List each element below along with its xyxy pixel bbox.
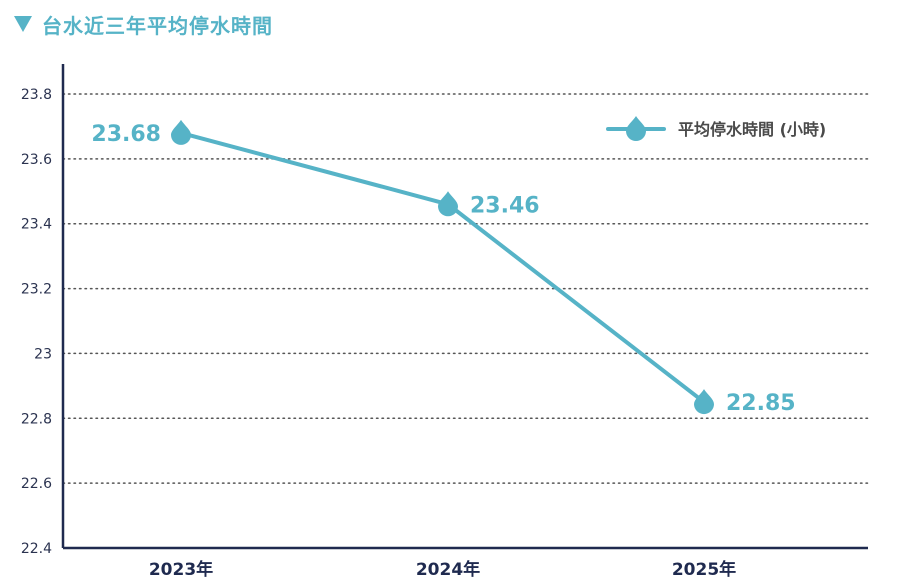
water-drop-marker (171, 119, 191, 145)
data-label: 23.68 (91, 122, 161, 147)
legend: 平均停水時間 (小時) (606, 116, 826, 142)
legend-label: 平均停水時間 (小時) (678, 120, 826, 139)
legend-water-drop-icon (626, 116, 646, 142)
y-tick-label: 23.2 (21, 282, 52, 298)
water-drop-marker (438, 191, 458, 217)
gridlines (62, 93, 869, 484)
y-axis-ticks: 22.4 22.6 22.8 23 23.2 23.4 23.6 23.8 (21, 87, 52, 557)
series-line (179, 130, 706, 405)
y-tick-label: 22.8 (21, 411, 52, 427)
x-axis-ticks: 2023年 2024年 2025年 (149, 559, 736, 580)
x-tick-label: 2025年 (672, 559, 736, 580)
y-tick-label: 22.6 (21, 476, 52, 492)
x-tick-label: 2024年 (416, 559, 480, 580)
chart-title: 台水近三年平均停水時間 (42, 13, 273, 38)
data-label: 22.85 (726, 391, 796, 416)
series-layer: 23.68 23.46 22.85 (91, 119, 796, 416)
y-tick-label: 23.4 (21, 217, 52, 233)
triangle-down-icon (14, 16, 32, 32)
y-tick-label: 22.4 (21, 541, 52, 557)
water-drop-marker (694, 389, 714, 415)
x-tick-label: 2023年 (149, 559, 213, 580)
y-tick-label: 23.6 (21, 152, 52, 168)
y-tick-label: 23.8 (21, 87, 52, 103)
chart-title-bar: 台水近三年平均停水時間 (14, 8, 273, 40)
data-label: 23.46 (470, 193, 540, 218)
y-tick-label: 23 (34, 346, 52, 362)
